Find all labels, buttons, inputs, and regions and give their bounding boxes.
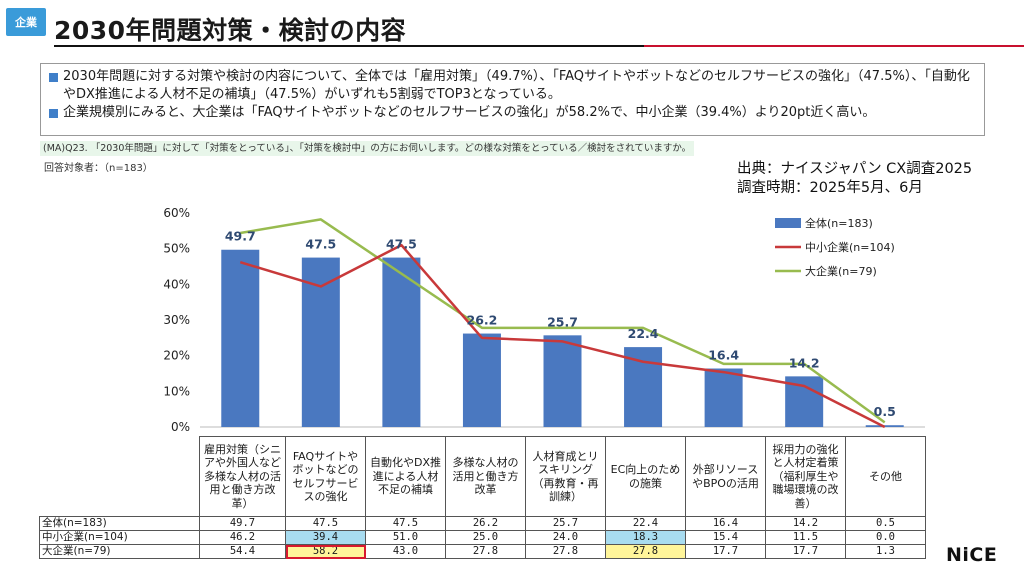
series-line-large [240, 218, 886, 424]
table-row-label: 中小企業(n=104) [39, 530, 200, 545]
source-note: 出典：ナイスジャパン CX調査2025 調査時期：2025年5月、6月 [737, 160, 972, 198]
table-cell: 14.2 [765, 516, 846, 531]
bar [382, 257, 421, 427]
data-label: 47.5 [386, 237, 417, 252]
table-cell: 43.0 [365, 544, 446, 559]
y-tick-label: 20% [163, 349, 190, 363]
y-tick-label: 40% [163, 277, 190, 291]
table-cell: 16.4 [685, 516, 766, 531]
table-header-cell: 外部リソースやBPOの活用 [685, 436, 766, 517]
table-cell: 22.4 [605, 516, 686, 531]
square-bullet-icon [49, 73, 58, 82]
data-label: 47.5 [305, 237, 336, 252]
table-cell: 18.3 [605, 530, 686, 545]
y-tick-label: 10% [163, 384, 190, 398]
table-cell: 26.2 [445, 516, 526, 531]
page-title: 2030年問題対策・検討の内容 [54, 16, 407, 45]
summary-box: 2030年問題に対する対策や検討の内容について、全体では「雇用対策」（49.7%… [40, 63, 985, 136]
respondent-count: 回答対象者：（n=183） [44, 163, 153, 174]
summary-item: 2030年問題に対する対策や検討の内容について、全体では「雇用対策」（49.7%… [49, 68, 976, 104]
table-cell: 25.0 [445, 530, 526, 545]
table-row: 大企業(n=79) 54.4 58.2 43.0 27.8 27.8 27.8 17.7 17.… [39, 544, 926, 559]
data-label: 0.5 [874, 404, 896, 419]
table-cell: 17.7 [685, 544, 766, 559]
title-underline [54, 45, 644, 47]
table-header-row: 雇用対策（シニアや外国人など多様な人材の活用と働き方改革） FAQサイトやボットな… [39, 436, 926, 517]
survey-question: (MA)Q23. 「2030年問題」に対して「対策をとっている」、「対策を検討中… [40, 141, 694, 156]
table-header-cell: FAQサイトやボットなどのセルフサービスの強化 [285, 436, 366, 517]
y-tick-label: 60% [163, 206, 190, 220]
summary-item: 企業規模別にみると、大企業は「FAQサイトやボットなどのセルフサービスの強化」が… [49, 104, 976, 122]
table-header-cell: 多様な人材の活用と働き方改革 [445, 436, 526, 517]
table-row: 全体(n=183) 49.7 47.5 47.5 26.2 25.7 22.4 16.4 14.… [39, 516, 926, 531]
table-header-cell: 雇用対策（シニアや外国人など多様な人材の活用と働き方改革） [199, 436, 286, 517]
company-tag: 企業 [6, 8, 46, 36]
table-cell: 25.7 [525, 516, 606, 531]
table-corner-cell [39, 436, 200, 517]
legend-label: 全体(n=183) [805, 216, 873, 230]
data-label: 49.7 [225, 229, 256, 244]
table-cell: 39.4 [285, 530, 366, 545]
table-header-cell: 人材育成とリスキリング（再教育・再訓練） [525, 436, 606, 517]
legend-label: 大企業(n=79) [805, 264, 877, 278]
table-header-cell: その他 [845, 436, 926, 517]
table-cell: 11.5 [765, 530, 846, 545]
table-cell: 46.2 [199, 530, 286, 545]
bar [704, 368, 743, 427]
y-tick-label: 0% [171, 420, 190, 434]
title-accent-rule [644, 45, 1024, 47]
table-header-cell: 採用力の強化と人材定着策（福利厚生や職場環境の改善） [765, 436, 846, 517]
table-cell: 0.0 [845, 530, 926, 545]
data-table: 雇用対策（シニアや外国人など多様な人材の活用と働き方改革） FAQサイトやボットな… [39, 436, 926, 559]
table-row-label: 全体(n=183) [39, 516, 200, 531]
source-line: 出典：ナイスジャパン CX調査2025 [737, 161, 973, 177]
table-cell: 17.7 [765, 544, 846, 559]
table-cell: 47.5 [285, 516, 366, 531]
table-cell: 49.7 [199, 516, 286, 531]
table-cell: 24.0 [525, 530, 606, 545]
table-cell: 27.8 [525, 544, 606, 559]
table-row-label: 大企業(n=79) [39, 544, 200, 559]
table-cell: 15.4 [685, 530, 766, 545]
bar [462, 333, 501, 427]
bar [543, 335, 582, 427]
nice-logo: NiCE [946, 544, 998, 566]
table-header-cell: 自動化やDX推進による人材不足の補填 [365, 436, 446, 517]
data-label: 14.2 [789, 355, 820, 370]
table-cell: 51.0 [365, 530, 446, 545]
table-cell: 1.3 [845, 544, 926, 559]
data-label: 25.7 [547, 314, 578, 329]
table-cell: 0.5 [845, 516, 926, 531]
y-tick-label: 50% [163, 242, 190, 256]
table-row: 中小企業(n=104) 46.2 39.4 51.0 25.0 24.0 18.3 15.4 1… [39, 530, 926, 545]
bar [221, 249, 260, 427]
table-cell: 27.8 [605, 544, 686, 559]
data-label: 16.4 [708, 348, 739, 363]
square-bullet-icon [49, 109, 58, 118]
legend-label: 中小企業(n=104) [805, 240, 895, 254]
table-cell: 47.5 [365, 516, 446, 531]
data-label: 26.2 [467, 313, 498, 328]
survey-period: 調査時期：2025年5月、6月 [737, 180, 923, 196]
table-cell: 27.8 [445, 544, 526, 559]
data-label: 22.4 [628, 326, 659, 341]
summary-text-2: 企業規模別にみると、大企業は「FAQサイトやボットなどのセルフサービスの強化」が… [63, 105, 876, 120]
y-tick-label: 30% [163, 313, 190, 327]
legend-swatch [775, 218, 801, 228]
summary-text-1: 2030年問題に対する対策や検討の内容について、全体では「雇用対策」（49.7%… [63, 69, 970, 102]
series-line-sme [239, 243, 886, 429]
table-cell: 58.2 [285, 544, 366, 559]
table-header-cell: EC向上のための施策 [605, 436, 686, 517]
table-cell: 54.4 [199, 544, 286, 559]
bar [624, 347, 663, 427]
